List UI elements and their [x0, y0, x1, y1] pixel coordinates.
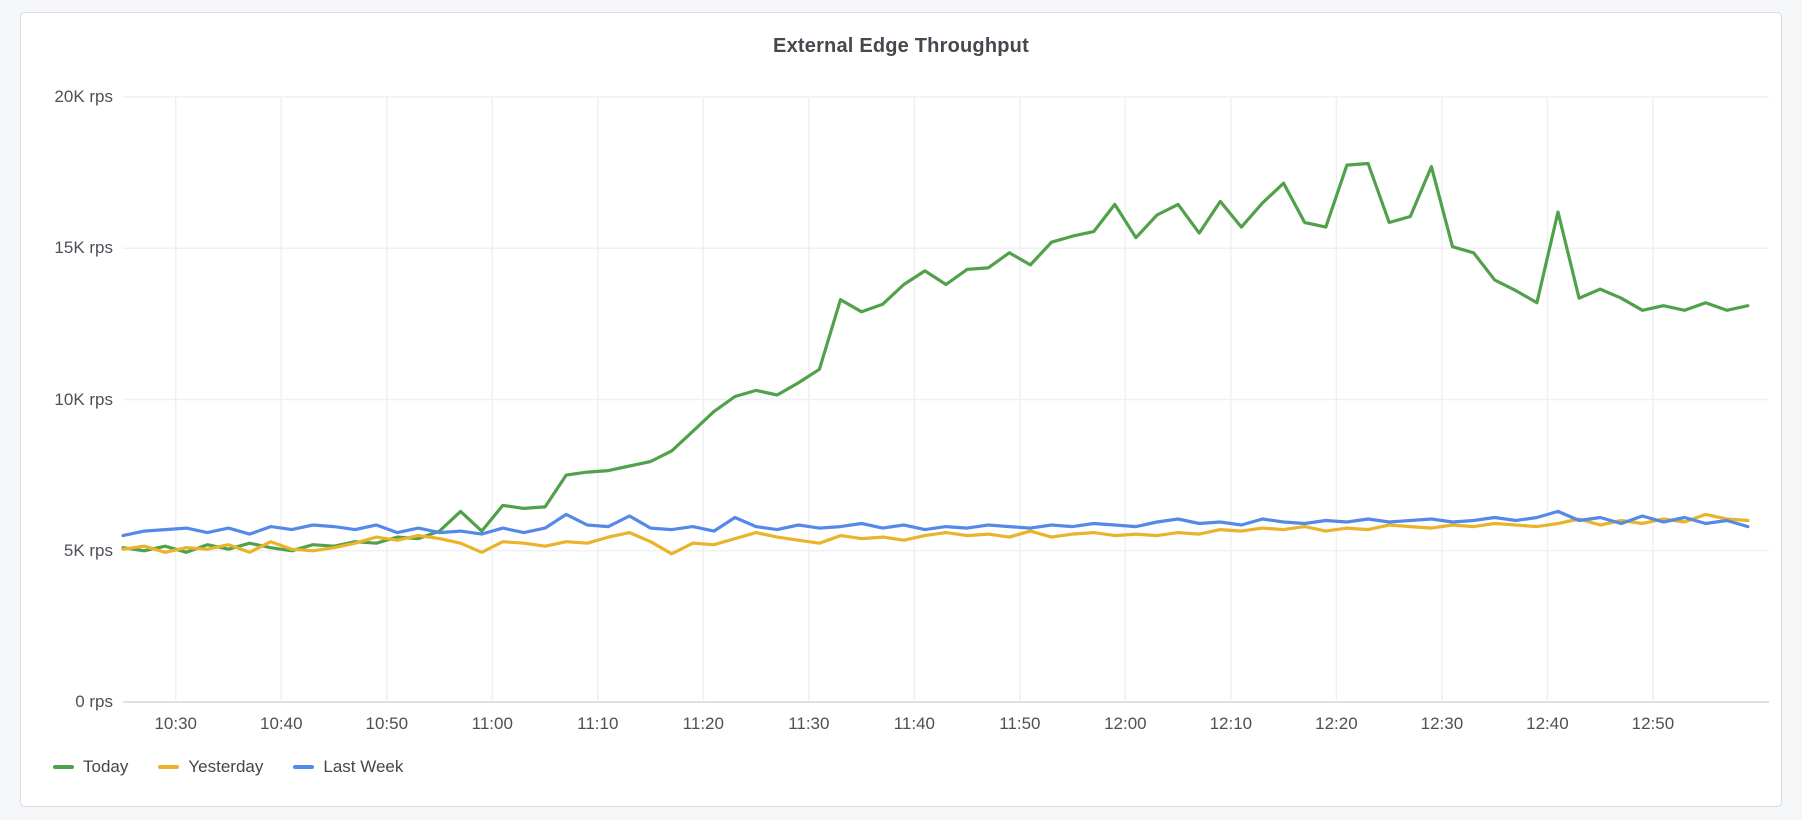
- legend-label-today: Today: [83, 757, 129, 776]
- legend-item-today[interactable]: Today: [53, 757, 128, 777]
- y-tick-label: 5K rps: [63, 540, 113, 560]
- x-tick-label: 12:50: [1631, 714, 1675, 733]
- legend-label-last-week: Last Week: [323, 757, 404, 776]
- x-tick-label: 10:40: [259, 714, 303, 733]
- chart-panel: External Edge Throughput 0 rps 5K rps 10K …: [20, 12, 1782, 807]
- x-tick-label: 11:30: [788, 714, 830, 733]
- legend-label-yesterday: Yesterday: [188, 757, 264, 776]
- legend-item-last-week[interactable]: Last Week: [293, 757, 403, 777]
- series-line-today[interactable]: [121, 161, 1750, 554]
- x-tick-label: 11:20: [682, 714, 724, 733]
- series-line-yesterday[interactable]: [121, 512, 1750, 556]
- series-line-last-week[interactable]: [121, 509, 1750, 538]
- today-series-color-dash: [53, 765, 74, 769]
- x-tick-label: 10:50: [365, 714, 409, 733]
- y-tick-label: 10K rps: [54, 389, 113, 409]
- x-tick-label: 12:20: [1315, 714, 1358, 733]
- y-tick-label: 0 rps: [75, 692, 113, 711]
- x-tick-label: 12:10: [1209, 714, 1253, 733]
- x-tick-label: 11:00: [471, 714, 513, 733]
- legend-item-yesterday[interactable]: Yesterday: [158, 757, 263, 777]
- x-tick-label: 11:50: [999, 714, 1041, 733]
- panel-title: External Edge Throughput: [773, 35, 1029, 57]
- last-week-series-color-dash: [293, 765, 315, 769]
- throughput-line-chart-plot-area[interactable]: [121, 96, 1769, 703]
- x-tick-label: 12:00: [1104, 714, 1147, 733]
- x-tick-label: 12:30: [1420, 714, 1464, 733]
- y-tick-label: 20K rps: [54, 87, 113, 106]
- chart-legend: Today Yesterday Last Week: [53, 757, 403, 777]
- yesterday-series-color-dash: [158, 765, 180, 769]
- x-tick-label: 11:10: [577, 714, 619, 733]
- x-tick-label: 11:40: [893, 714, 935, 733]
- x-tick-label: 12:40: [1526, 714, 1569, 733]
- x-tick-label: 10:30: [154, 714, 198, 733]
- y-tick-label: 15K rps: [54, 238, 113, 258]
